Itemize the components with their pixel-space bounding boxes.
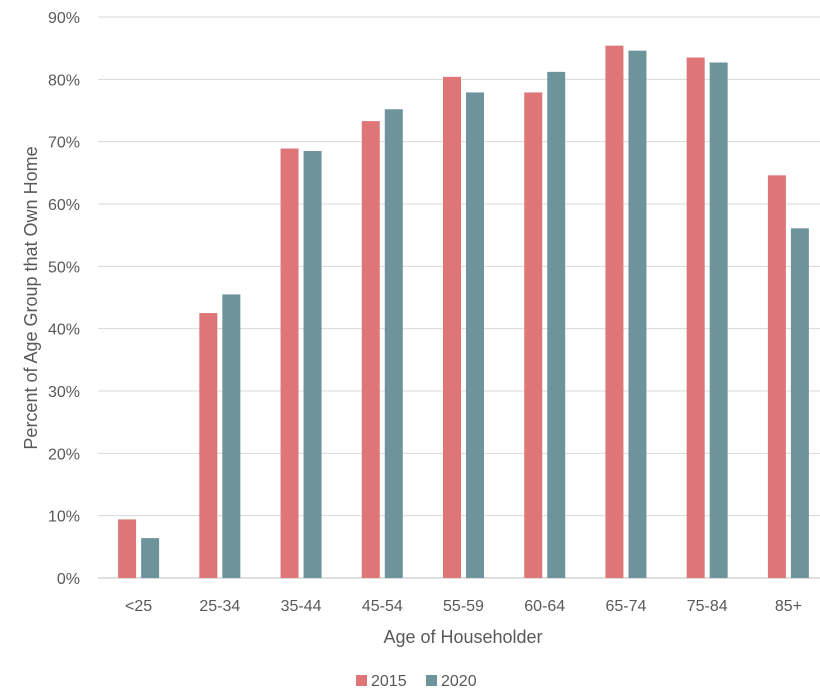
bar-2015-75-84: [686, 57, 705, 579]
legend-swatch-2020: [426, 675, 437, 686]
y-tick-label: 40%: [48, 322, 80, 339]
bar-2020-25-34: [222, 294, 241, 578]
x-tick-label: 85+: [775, 598, 802, 615]
x-tick-label: 45-54: [362, 598, 403, 615]
bar-2015-55-59: [443, 76, 461, 578]
bar-2015-65-74: [605, 45, 624, 578]
y-tick-label: 10%: [48, 509, 80, 526]
legend-label-2015: 2015: [371, 673, 407, 690]
y-tick-label: 50%: [48, 259, 80, 276]
y-tick-label: 30%: [48, 384, 80, 401]
legend: 2015 2020: [356, 673, 477, 690]
x-tick-label: 75-84: [687, 598, 728, 615]
bar-2020-<25: [141, 538, 160, 578]
x-tick-label: 60-64: [524, 598, 565, 615]
y-tick-label: 80%: [48, 72, 80, 89]
x-axis-title: Age of Householder: [383, 627, 542, 647]
bar-2020-35-44: [303, 151, 322, 578]
bar-2020-75-84: [709, 62, 728, 578]
y-tick-label: 0%: [57, 571, 80, 588]
legend-swatch-2015: [356, 675, 367, 686]
bar-2015-60-64: [524, 92, 543, 578]
bar-2020-85+: [790, 228, 809, 578]
x-tick-label: 25-34: [199, 598, 240, 615]
x-tick-label: 35-44: [281, 598, 322, 615]
bars: [118, 45, 809, 579]
x-axis-ticks: <25 25-34 35-44 45-54 55-59 60-64 65-74 75-84 85…: [125, 598, 802, 615]
bar-2015-85+: [767, 175, 786, 578]
bar-2015-<25: [118, 519, 137, 578]
x-tick-label: 55-59: [443, 598, 484, 615]
y-tick-label: 60%: [48, 197, 80, 214]
bar-2015-45-54: [361, 121, 380, 578]
bar-2015-35-44: [280, 148, 299, 579]
bar-2020-45-54: [384, 109, 403, 579]
bar-2020-65-74: [628, 50, 647, 579]
bar-2020-55-59: [466, 92, 484, 578]
y-tick-label: 20%: [48, 446, 80, 463]
x-tick-label: 65-74: [605, 598, 646, 615]
y-tick-label: 70%: [48, 135, 80, 152]
x-tick-label: <25: [125, 598, 152, 615]
y-axis-title: Percent of Age Group that Own Home: [21, 146, 41, 449]
legend-label-2020: 2020: [441, 673, 477, 690]
bar-2015-25-34: [199, 313, 218, 578]
y-axis-ticks: 0% 10% 20% 30% 40% 50% 60% 70% 80% 90%: [48, 10, 80, 588]
bar-2020-60-64: [547, 71, 566, 578]
y-tick-label: 90%: [48, 10, 80, 27]
